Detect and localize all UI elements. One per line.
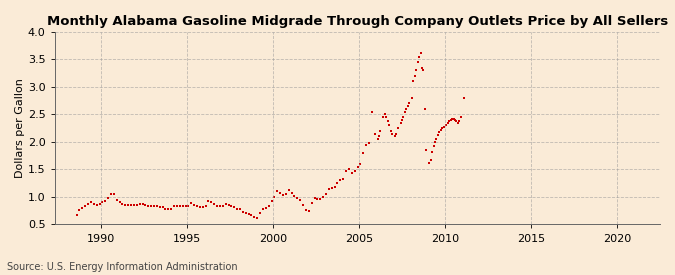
Y-axis label: Dollars per Gallon: Dollars per Gallon [15, 78, 25, 178]
Text: Source: U.S. Energy Information Administration: Source: U.S. Energy Information Administ… [7, 262, 238, 272]
Title: Monthly Alabama Gasoline Midgrade Through Company Outlets Price by All Sellers: Monthly Alabama Gasoline Midgrade Throug… [47, 15, 668, 28]
